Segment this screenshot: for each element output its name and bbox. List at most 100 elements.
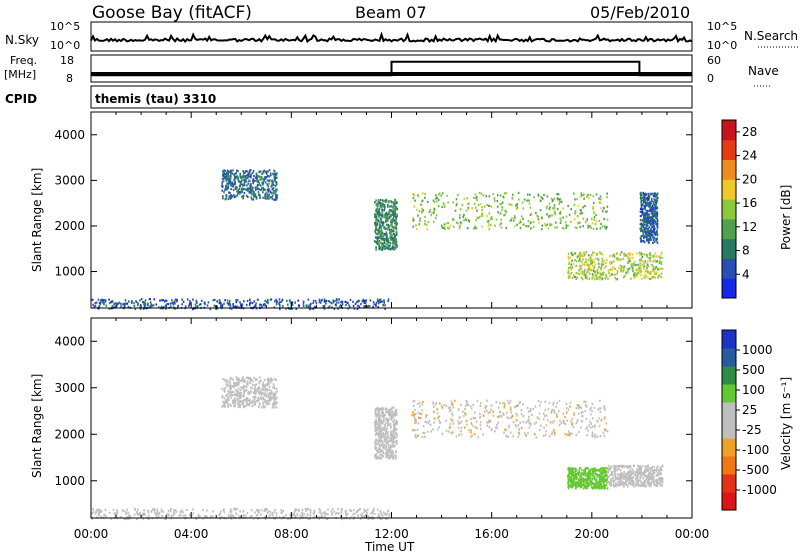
echo-cell — [224, 169, 226, 172]
echo-cell — [275, 298, 277, 301]
echo-cell — [499, 410, 501, 414]
echo-cell — [554, 433, 556, 436]
echo-cell — [275, 198, 278, 201]
echo-cell — [225, 173, 227, 176]
echo-cell — [546, 223, 549, 226]
echo-cell — [447, 201, 449, 204]
echo-cell — [591, 222, 594, 225]
echo-cell — [352, 517, 355, 520]
echo-cell — [374, 215, 376, 219]
echo-cell — [567, 224, 569, 227]
echo-cell — [389, 434, 392, 437]
echo-cell — [603, 267, 606, 270]
echo-cell — [271, 406, 274, 409]
echo-cell — [137, 304, 139, 307]
echo-cell — [381, 407, 384, 410]
echo-cell — [613, 255, 616, 258]
echo-cell — [552, 403, 554, 406]
echo-cell — [630, 474, 633, 477]
echo-cell — [258, 405, 260, 408]
echo-cell — [592, 227, 595, 230]
echo-cell — [565, 411, 568, 414]
echo-cell — [93, 305, 95, 308]
echo-cell — [276, 188, 278, 191]
echo-cell — [380, 449, 382, 452]
echo-cell — [394, 428, 397, 431]
echo-cell — [575, 478, 578, 481]
echo-cell — [296, 514, 299, 517]
echo-cell — [428, 210, 431, 213]
echo-cell — [276, 172, 278, 175]
echo-cell — [141, 514, 143, 517]
echo-cell — [570, 485, 572, 488]
echo-cell — [263, 392, 266, 395]
echo-cell — [239, 388, 242, 392]
echo-cell — [380, 248, 383, 251]
echo-cell — [530, 220, 532, 224]
echo-cell — [414, 418, 416, 421]
echo-cell — [255, 400, 258, 403]
echo-cell — [250, 400, 253, 403]
echo-cell — [266, 195, 268, 198]
echo-cell — [349, 509, 351, 512]
echo-cell — [649, 205, 651, 208]
echo-cell — [646, 236, 648, 240]
echo-cell — [271, 182, 273, 185]
echo-cell — [585, 400, 587, 403]
echo-cell — [599, 483, 602, 486]
echo-cell — [363, 508, 366, 511]
echo-cell — [230, 396, 232, 399]
echo-cell — [462, 410, 464, 413]
echo-cell — [383, 434, 386, 437]
echo-cell — [598, 483, 600, 486]
echo-cell — [501, 201, 504, 204]
echo-cell — [219, 300, 221, 303]
echo-cell — [363, 510, 366, 513]
echo-cell — [602, 432, 605, 435]
echo-cell — [626, 479, 628, 483]
echo-cell — [393, 239, 396, 242]
echo-cell — [390, 449, 393, 452]
echo-cell — [276, 401, 278, 404]
echo-cell — [222, 173, 225, 176]
echo-cell — [392, 213, 394, 216]
echo-cell — [511, 416, 513, 419]
echo-cell — [371, 515, 374, 518]
echo-cell — [527, 225, 530, 228]
echo-cell — [186, 298, 189, 301]
echo-cell — [648, 234, 651, 237]
echo-cell — [230, 196, 233, 199]
echo-cell — [302, 304, 305, 308]
echo-cell — [263, 406, 265, 409]
echo-cell — [151, 304, 154, 307]
echo-cell — [225, 399, 227, 402]
echo-cell — [583, 272, 586, 275]
echo-cell — [645, 478, 647, 481]
echo-cell — [578, 467, 581, 470]
echo-cell — [262, 381, 264, 384]
echo-cell — [370, 512, 372, 515]
echo-cell — [264, 188, 266, 191]
echo-cell — [235, 298, 237, 302]
echo-cell — [655, 260, 657, 263]
echo-cell — [188, 304, 190, 308]
echo-cell — [579, 225, 581, 229]
echo-cell — [600, 478, 603, 481]
echo-cell — [383, 299, 385, 302]
echo-cell — [123, 517, 125, 520]
echo-cell — [364, 301, 367, 305]
echo-cell — [255, 377, 257, 381]
echo-cell — [376, 237, 379, 240]
echo-cell — [585, 427, 587, 430]
echo-cell — [543, 418, 545, 421]
echo-cell — [643, 217, 645, 220]
echo-cell — [458, 433, 460, 436]
echo-cell — [543, 412, 545, 415]
echo-cell — [375, 438, 377, 441]
echo-cell — [505, 226, 508, 229]
echo-cell — [267, 510, 269, 513]
echo-cell — [601, 260, 603, 263]
echo-cell — [658, 471, 660, 474]
echo-cell — [466, 197, 468, 200]
echo-cell — [650, 480, 653, 484]
